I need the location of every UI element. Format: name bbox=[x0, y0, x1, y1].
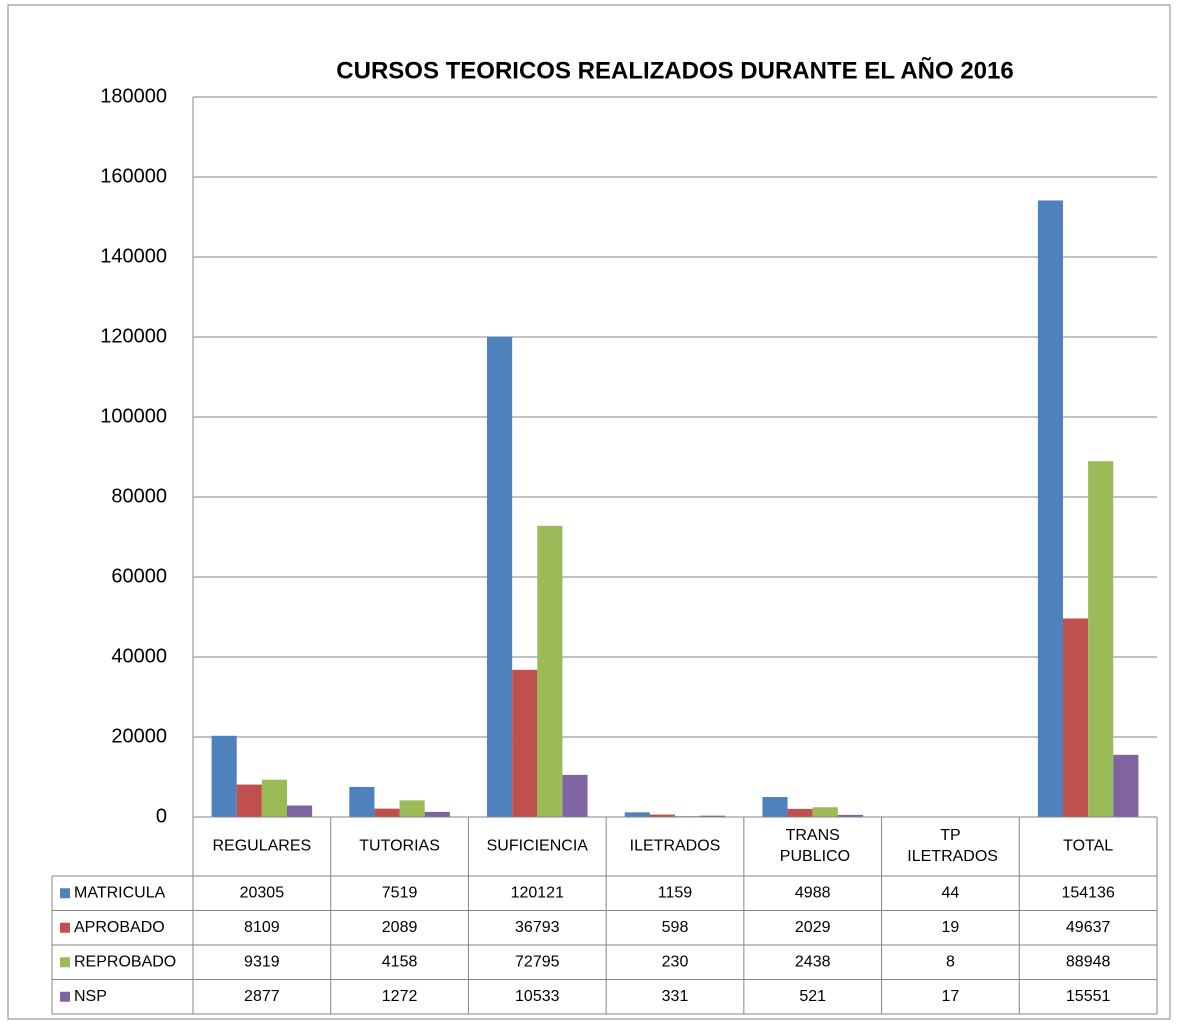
table-value: 36793 bbox=[515, 919, 560, 936]
bar bbox=[487, 336, 513, 817]
legend-label: NSP bbox=[74, 988, 107, 1005]
bar bbox=[261, 779, 287, 817]
bar bbox=[236, 784, 262, 817]
y-tick-label: 140000 bbox=[100, 245, 167, 267]
table-value: 2029 bbox=[795, 919, 831, 936]
bar bbox=[837, 814, 863, 817]
chart-title: CURSOS TEORICOS REALIZADOS DURANTE EL AÑ… bbox=[336, 56, 1013, 84]
x-tick-label: ILETRADOS bbox=[630, 838, 721, 855]
bar bbox=[1113, 754, 1139, 817]
table-value: 598 bbox=[662, 919, 689, 936]
bar bbox=[624, 812, 650, 817]
table-value: 154136 bbox=[1061, 884, 1114, 901]
bar bbox=[700, 815, 726, 817]
table-value: 72795 bbox=[515, 953, 560, 970]
table-value: 10533 bbox=[515, 988, 560, 1005]
bar bbox=[349, 786, 375, 817]
bar bbox=[399, 800, 425, 817]
bar bbox=[812, 807, 838, 817]
x-tick-label: TRANS PUBLICO bbox=[775, 827, 850, 865]
table-value: 331 bbox=[662, 988, 689, 1005]
table-value: 4988 bbox=[795, 884, 831, 901]
legend-swatch bbox=[60, 922, 70, 933]
bar bbox=[1088, 461, 1114, 817]
table-value: 4158 bbox=[382, 953, 418, 970]
y-tick-label: 20000 bbox=[111, 725, 167, 747]
legend-swatch bbox=[60, 991, 70, 1002]
bar bbox=[374, 808, 400, 817]
x-tick-label: SUFICIENCIA bbox=[487, 838, 589, 855]
x-tick-label: TUTORIAS bbox=[359, 838, 440, 855]
y-tick-label: 40000 bbox=[111, 645, 167, 667]
table-value: 49637 bbox=[1066, 919, 1111, 936]
x-tick-label: REGULARES bbox=[213, 838, 312, 855]
x-tick-label: TP ILETRADOS bbox=[903, 827, 998, 865]
chart-frame bbox=[7, 4, 1171, 1020]
x-tick-label: TOTAL bbox=[1063, 838, 1113, 855]
y-tick-label: 180000 bbox=[100, 85, 167, 107]
bar bbox=[211, 735, 237, 817]
y-tick-label: 0 bbox=[156, 805, 167, 827]
table-value: 9319 bbox=[244, 953, 280, 970]
y-tick-label: 60000 bbox=[111, 565, 167, 587]
legend-label: MATRICULA bbox=[74, 884, 166, 901]
legend-swatch bbox=[60, 888, 70, 899]
table-value: 8 bbox=[946, 953, 955, 970]
table-value: 17 bbox=[942, 988, 960, 1005]
bar bbox=[537, 525, 563, 817]
y-tick-label: 160000 bbox=[100, 165, 167, 187]
table-value: 19 bbox=[942, 919, 960, 936]
bar bbox=[424, 811, 450, 817]
bar bbox=[1037, 200, 1064, 817]
table-value: 15551 bbox=[1066, 988, 1111, 1005]
legend-label: REPROBADO bbox=[74, 953, 176, 970]
table-value: 1272 bbox=[382, 988, 418, 1005]
bar bbox=[787, 808, 813, 817]
y-tick-label: 120000 bbox=[100, 325, 167, 347]
table-value: 2877 bbox=[244, 988, 280, 1005]
table-value: 120121 bbox=[511, 884, 564, 901]
bar bbox=[649, 814, 675, 817]
table-value: 44 bbox=[942, 884, 960, 901]
bar bbox=[1063, 618, 1089, 817]
table-value: 521 bbox=[799, 988, 826, 1005]
y-tick-label: 100000 bbox=[100, 405, 167, 427]
legend-swatch bbox=[60, 957, 70, 968]
table-value: 7519 bbox=[382, 884, 418, 901]
table-value: 88948 bbox=[1066, 953, 1111, 970]
table-value: 1159 bbox=[658, 884, 693, 901]
table-value: 2089 bbox=[382, 919, 418, 936]
bar bbox=[512, 669, 538, 817]
legend-label: APROBADO bbox=[74, 919, 165, 936]
table-value: 230 bbox=[662, 953, 689, 970]
bar bbox=[562, 774, 588, 817]
bar bbox=[762, 797, 788, 817]
table-value: 20305 bbox=[240, 884, 285, 901]
y-tick-label: 80000 bbox=[111, 485, 167, 507]
table-value: 2438 bbox=[795, 953, 831, 970]
bar bbox=[286, 805, 313, 817]
table-value: 8109 bbox=[244, 919, 280, 936]
